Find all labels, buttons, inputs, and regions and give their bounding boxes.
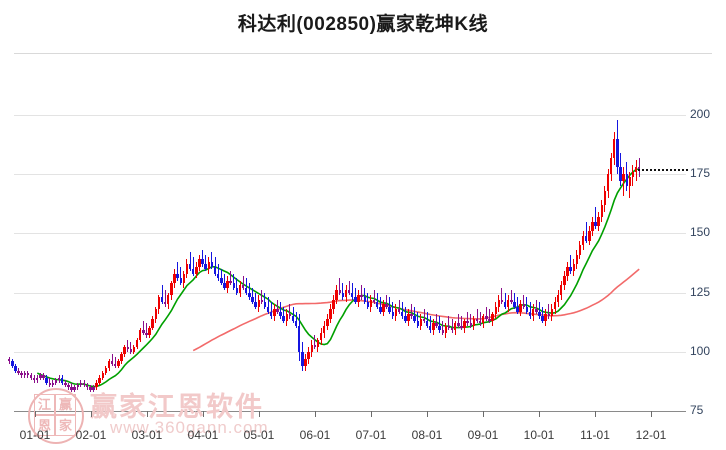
x-axis-label-12-01: 12-01 (635, 428, 667, 442)
x-tick-04-01 (203, 411, 204, 417)
gridline-75 (14, 411, 686, 412)
y-axis-label-100: 100 (690, 343, 711, 358)
seal-char-2: 赢 (55, 394, 76, 415)
x-tick-02-01 (91, 411, 92, 417)
y-axis-label-125: 125 (690, 284, 711, 299)
x-tick-01-01 (35, 411, 36, 417)
y-axis-label-150: 150 (690, 225, 711, 240)
top-divider (14, 53, 712, 54)
ma-short-line (36, 168, 640, 388)
ma-long-line (192, 268, 640, 352)
x-axis-label-01-01: 01-01 (19, 428, 51, 442)
y-axis-label-75: 75 (690, 403, 704, 417)
x-tick-06-01 (315, 411, 316, 417)
seal-char-3: 恩 (34, 415, 55, 436)
x-tick-10-01 (539, 411, 540, 417)
watermark-url: www.360gann.com (110, 418, 269, 437)
x-axis-label-09-01: 09-01 (467, 428, 499, 442)
y-axis-label-200: 200 (690, 107, 711, 121)
x-axis-label-06-01: 06-01 (299, 428, 331, 442)
x-tick-09-01 (483, 411, 484, 417)
last-price-line (638, 169, 688, 172)
x-axis-label-08-01: 08-01 (411, 428, 443, 442)
gridline-175 (14, 174, 686, 176)
x-tick-11-01 (595, 411, 596, 417)
x-axis-label-02-01: 02-01 (75, 428, 107, 442)
x-axis-label-10-01: 10-01 (523, 428, 555, 442)
gridline-150 (14, 233, 686, 235)
x-tick-07-01 (371, 411, 372, 417)
x-axis-label-04-01: 04-01 (187, 428, 219, 442)
x-axis-label-05-01: 05-01 (243, 428, 275, 442)
watermark-brand: 赢家江恩软件 (90, 392, 264, 422)
watermark-seal: 江 赢 恩 家 (28, 388, 84, 444)
x-tick-03-01 (147, 411, 148, 417)
gridline-200 (14, 115, 686, 116)
gridline-100 (14, 351, 686, 353)
x-axis-label-03-01: 03-01 (131, 428, 163, 442)
x-tick-12-01 (651, 411, 652, 417)
seal-char-1: 江 (34, 394, 55, 415)
x-tick-05-01 (259, 411, 260, 417)
x-axis-label-11-01: 11-01 (580, 428, 610, 442)
x-axis-label-07-01: 07-01 (355, 428, 387, 442)
x-tick-08-01 (427, 411, 428, 417)
chart-plot-area (14, 53, 686, 412)
page-title: 科达利(002850)赢家乾坤K线 (237, 14, 489, 35)
y-axis-label-175: 175 (690, 166, 711, 181)
seal-char-4: 家 (55, 415, 76, 436)
gridline-125 (14, 292, 686, 294)
